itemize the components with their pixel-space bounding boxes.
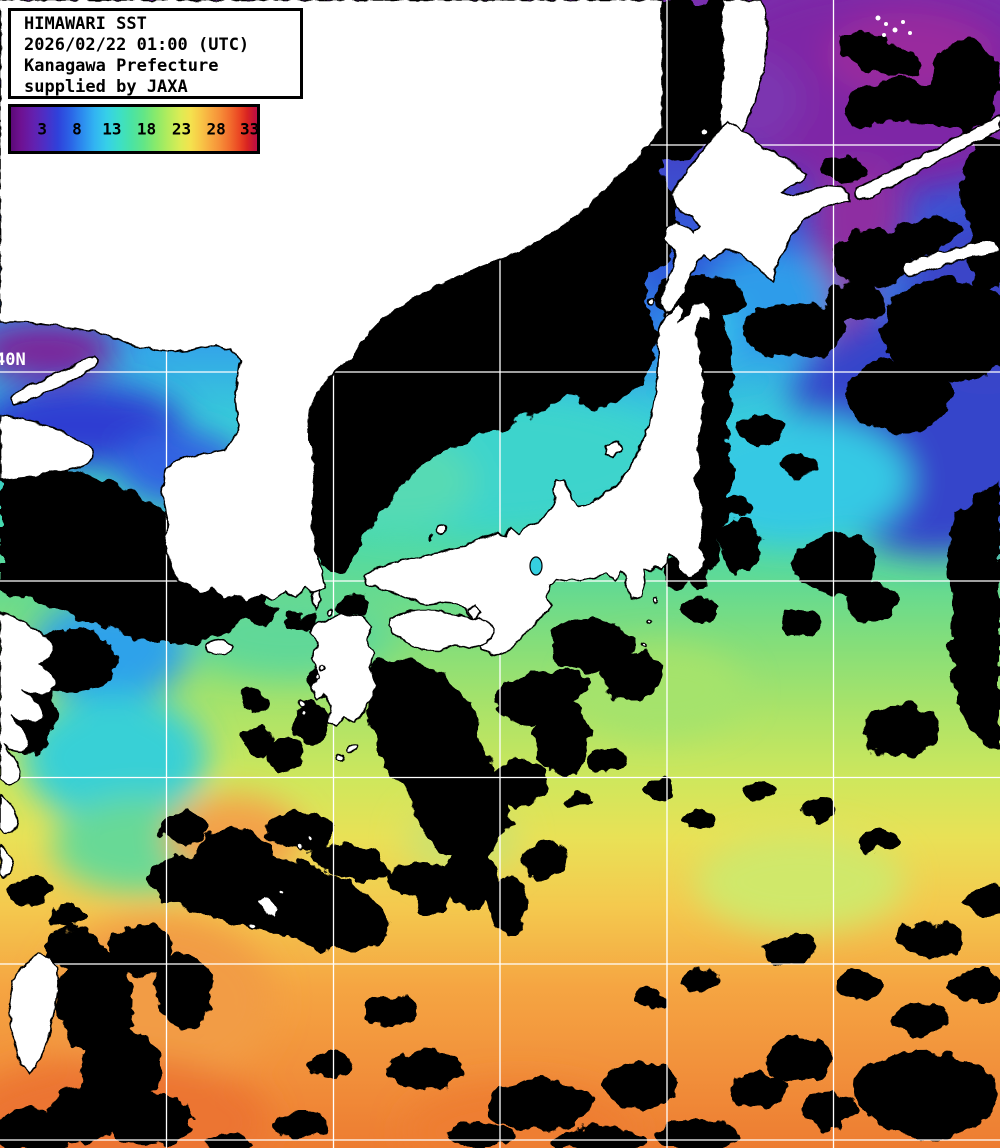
land-amami	[257, 895, 279, 919]
land-tsushima	[310, 589, 322, 610]
land-china-coast	[0, 611, 56, 785]
land-awaji	[467, 603, 482, 621]
land-goto-1	[318, 664, 326, 672]
land-koshiki-2	[301, 708, 309, 716]
colorbar-gradient	[11, 107, 257, 151]
land-hokkaido	[660, 121, 851, 313]
land-iki	[326, 608, 334, 616]
land-ulleung	[435, 523, 447, 535]
land-jeju	[205, 639, 233, 655]
land-osumi-2	[306, 834, 314, 842]
colorbar-tick: 18	[136, 119, 157, 139]
land-goto-2	[313, 672, 321, 680]
colorbar-tick: 13	[102, 119, 122, 139]
colorbar-tick: 23	[171, 119, 192, 139]
latitude-label-40n: 40N	[0, 350, 26, 370]
land-izu-island-3	[641, 642, 647, 648]
land-osumi-1	[296, 842, 304, 850]
land-kuril-chain	[854, 115, 1000, 202]
land-izu-island-1	[651, 596, 659, 604]
land-china-coast-2	[0, 794, 19, 834]
land-koshiki-1	[297, 699, 305, 707]
colorbar-tick: 28	[206, 119, 226, 139]
land-kuril-south	[902, 238, 1000, 278]
land-sado	[603, 440, 624, 459]
land-shandong	[0, 414, 94, 481]
colorbar-tick: 8	[72, 119, 82, 139]
lake-biwa	[529, 556, 543, 576]
land-amami-2	[249, 922, 257, 930]
land-rishiri	[699, 128, 709, 138]
land-honshu	[363, 301, 711, 657]
land-china-coast-3	[0, 844, 14, 878]
land-liaodong	[10, 355, 98, 405]
longitude-label-140e: 140E	[632, 8, 652, 49]
land-amami-3	[278, 888, 286, 896]
land-tanegashima	[345, 744, 359, 754]
land-taiwan	[8, 953, 59, 1075]
product-title: HIMAWARI SST	[24, 14, 147, 34]
temperature-colorbar: 3 8 13 18 23 28 33	[8, 104, 260, 154]
land-okushiri	[647, 297, 655, 305]
land-izu-island-2	[647, 619, 653, 625]
land-kyushu	[309, 613, 378, 729]
sea-ice-specks	[875, 15, 912, 37]
timestamp: 2026/02/22 01:00 (UTC)	[24, 35, 250, 55]
region-name: Kanagawa Prefecture	[24, 56, 219, 76]
info-box: HIMAWARI SST 2026/02/22 01:00 (UTC) Kana…	[8, 8, 303, 99]
data-credit: supplied by JAXA	[24, 77, 188, 97]
colorbar-tick: 3	[37, 119, 48, 139]
land-shikoku	[387, 609, 495, 651]
land-yakushima	[335, 752, 345, 762]
colorbar-tick: 33	[239, 119, 260, 139]
